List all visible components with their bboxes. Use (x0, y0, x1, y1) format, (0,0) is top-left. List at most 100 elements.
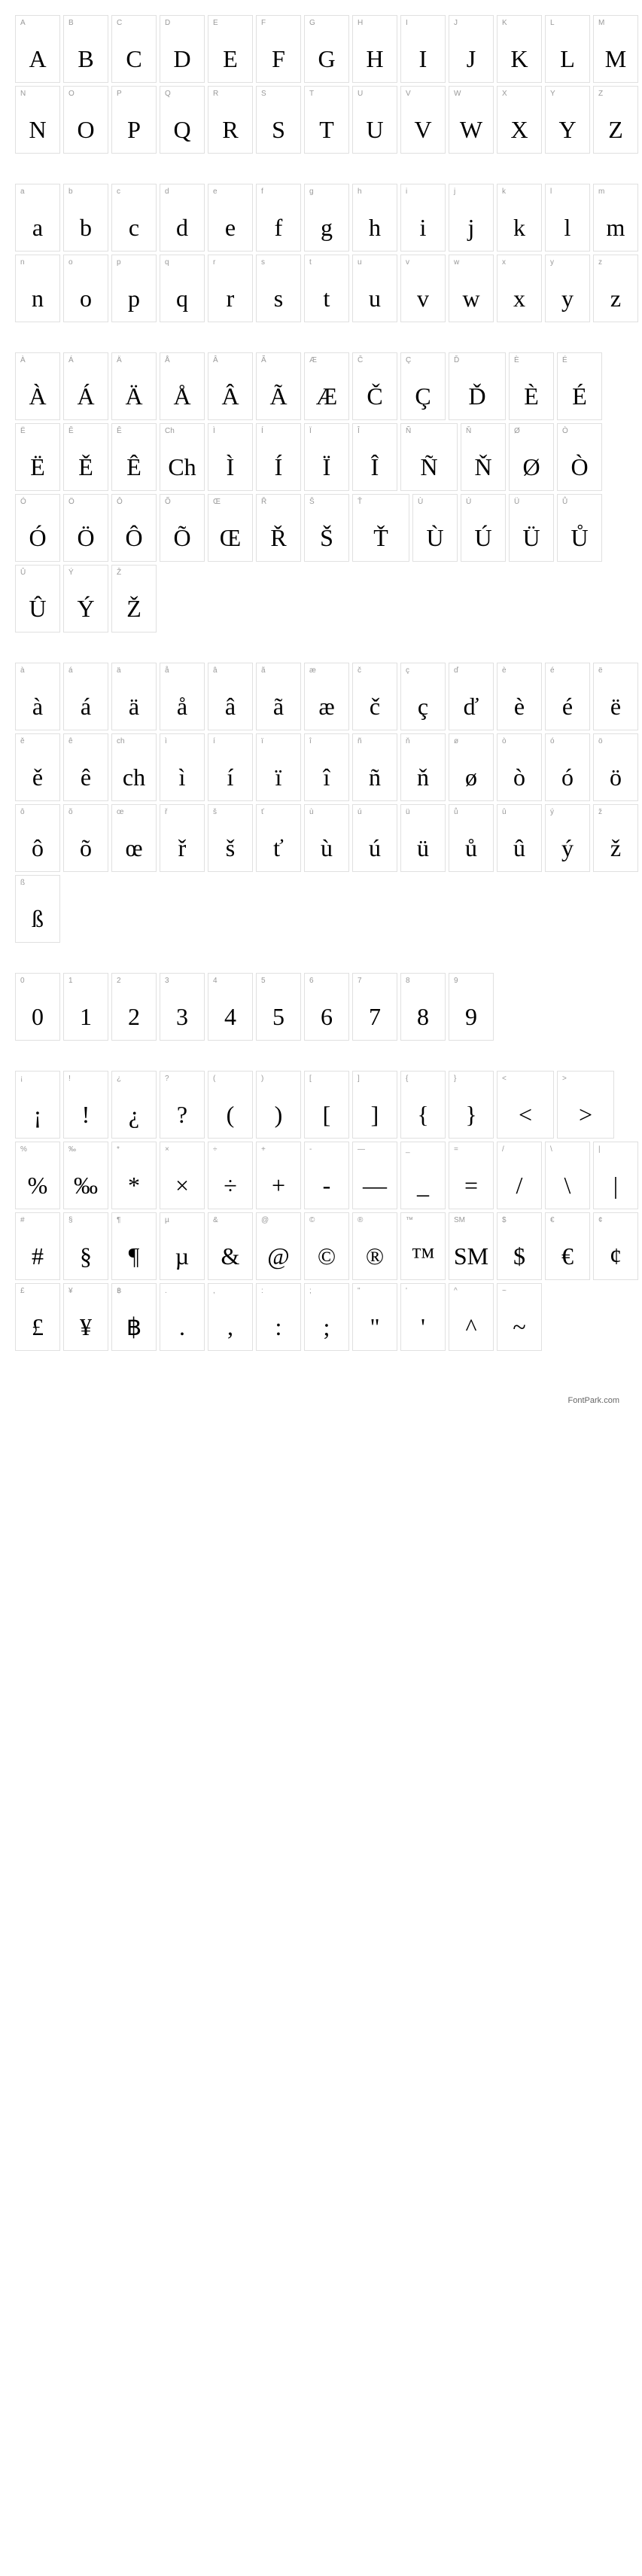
glyph-display: ů (449, 834, 493, 862)
glyph-cell: ňň (400, 733, 446, 801)
glyph-display: g (305, 214, 348, 242)
glyph-cell: ãã (256, 663, 301, 730)
glyph-cell: gg (304, 184, 349, 252)
glyph-display: \ (546, 1172, 589, 1200)
glyph-label: ô (20, 808, 25, 816)
glyph-display: Á (64, 383, 108, 410)
glyph-label: Ö (68, 498, 75, 506)
glyph-display: Č (353, 383, 397, 410)
glyph-cell: ¢¢ (593, 1212, 638, 1280)
glyph-cell: ** (111, 1142, 157, 1209)
glyph-label: c (117, 187, 120, 196)
glyph-label: ] (358, 1075, 360, 1083)
glyph-display: ' (401, 1313, 445, 1341)
glyph-display: H (353, 45, 397, 73)
glyph-label: z (598, 258, 602, 267)
glyph-cell: ĎĎ (449, 352, 506, 420)
glyph-display: C (112, 45, 156, 73)
glyph-cell: EE (208, 15, 253, 83)
glyph-display: 8 (401, 1003, 445, 1031)
glyph-label: n (20, 258, 25, 267)
glyph-label: Č (358, 356, 363, 364)
glyph-label: & (213, 1216, 218, 1224)
glyph-label: Y (550, 90, 555, 98)
glyph-label: O (68, 90, 75, 98)
glyph-display: Ó (16, 524, 59, 552)
glyph-display: ~ (497, 1313, 541, 1341)
glyph-display: ë (594, 693, 637, 721)
glyph-label: Ü (514, 498, 519, 506)
glyph-label: × (165, 1145, 169, 1154)
glyph-label: Œ (213, 498, 221, 506)
glyph-cell: "" (352, 1283, 397, 1351)
glyph-cell: ^^ (449, 1283, 494, 1351)
glyph-display: å (160, 693, 204, 721)
glyph-cell: \\ (545, 1142, 590, 1209)
glyph-cell: ll (545, 184, 590, 252)
glyph-display: & (208, 1242, 252, 1270)
glyph-label: % (20, 1145, 27, 1154)
section-accented-upper: ÀÀÁÁÄÄÅÅÂÂÃÃÆÆČČÇÇĎĎÈÈÉÉËËĚĚÊÊChChÌÌÍÍÏÏ… (15, 352, 642, 633)
glyph-display: ê (64, 764, 108, 791)
glyph-display: ( (208, 1101, 252, 1129)
glyph-cell: ++ (256, 1142, 301, 1209)
glyph-cell: oo (63, 255, 108, 322)
glyph-label: ú (358, 808, 362, 816)
glyph-label: K (502, 19, 507, 27)
glyph-label: } (454, 1075, 456, 1083)
glyph-cell: ææ (304, 663, 349, 730)
glyph-cell: && (208, 1212, 253, 1280)
glyph-cell: ®® (352, 1212, 397, 1280)
glyph-label: Å (165, 356, 170, 364)
glyph-cell: ÆÆ (304, 352, 349, 420)
glyph-cell: àà (15, 663, 60, 730)
glyph-display: š (208, 834, 252, 862)
glyph-display: œ (112, 834, 156, 862)
glyph-label: N (20, 90, 26, 98)
glyph-label: 4 (213, 977, 218, 985)
glyph-display: £ (16, 1313, 59, 1341)
glyph-display: X (497, 116, 541, 144)
glyph-cell: -- (304, 1142, 349, 1209)
glyph-cell: ââ (208, 663, 253, 730)
glyph-display: Û (16, 595, 59, 623)
glyph-cell: ÷÷ (208, 1142, 253, 1209)
glyph-label: g (309, 187, 314, 196)
glyph-display: K (497, 45, 541, 73)
glyph-cell: >> (557, 1071, 614, 1139)
glyph-cell: ¶¶ (111, 1212, 157, 1280)
glyph-cell: xx (497, 255, 542, 322)
section-lowercase: aabbccddeeffgghhiijjkkllmmnnooppqqrrsstt… (15, 184, 642, 322)
glyph-display: D (160, 45, 204, 73)
glyph-display: j (449, 214, 493, 242)
glyph-label: Ê (117, 427, 122, 435)
glyph-label: Ď (454, 356, 459, 364)
glyph-display: L (546, 45, 589, 73)
glyph-display: G (305, 45, 348, 73)
glyph-label: ® (358, 1216, 363, 1224)
glyph-label: k (502, 187, 506, 196)
glyph-label: w (454, 258, 459, 267)
glyph-label: Ch (165, 427, 175, 435)
glyph-cell: 22 (111, 973, 157, 1041)
glyph-label: I (406, 19, 408, 27)
glyph-label: Ã (261, 356, 266, 364)
glyph-display: z (594, 285, 637, 312)
glyph-label: T (309, 90, 314, 98)
glyph-display: á (64, 693, 108, 721)
glyph-cell: ÒÒ (557, 423, 602, 491)
glyph-cell: —— (352, 1142, 397, 1209)
glyph-label: õ (68, 808, 73, 816)
glyph-display: $ (497, 1242, 541, 1270)
glyph-label: ch (117, 737, 125, 745)
glyph-display: B (64, 45, 108, 73)
glyph-display: ç (401, 693, 445, 721)
glyph-cell: éé (545, 663, 590, 730)
glyph-cell: $$ (497, 1212, 542, 1280)
glyph-display: Î (353, 453, 397, 481)
glyph-cell: jj (449, 184, 494, 252)
glyph-display: h (353, 214, 397, 242)
glyph-label: Ñ (406, 427, 411, 435)
glyph-display: y (546, 285, 589, 312)
glyph-label: ä (117, 666, 121, 675)
